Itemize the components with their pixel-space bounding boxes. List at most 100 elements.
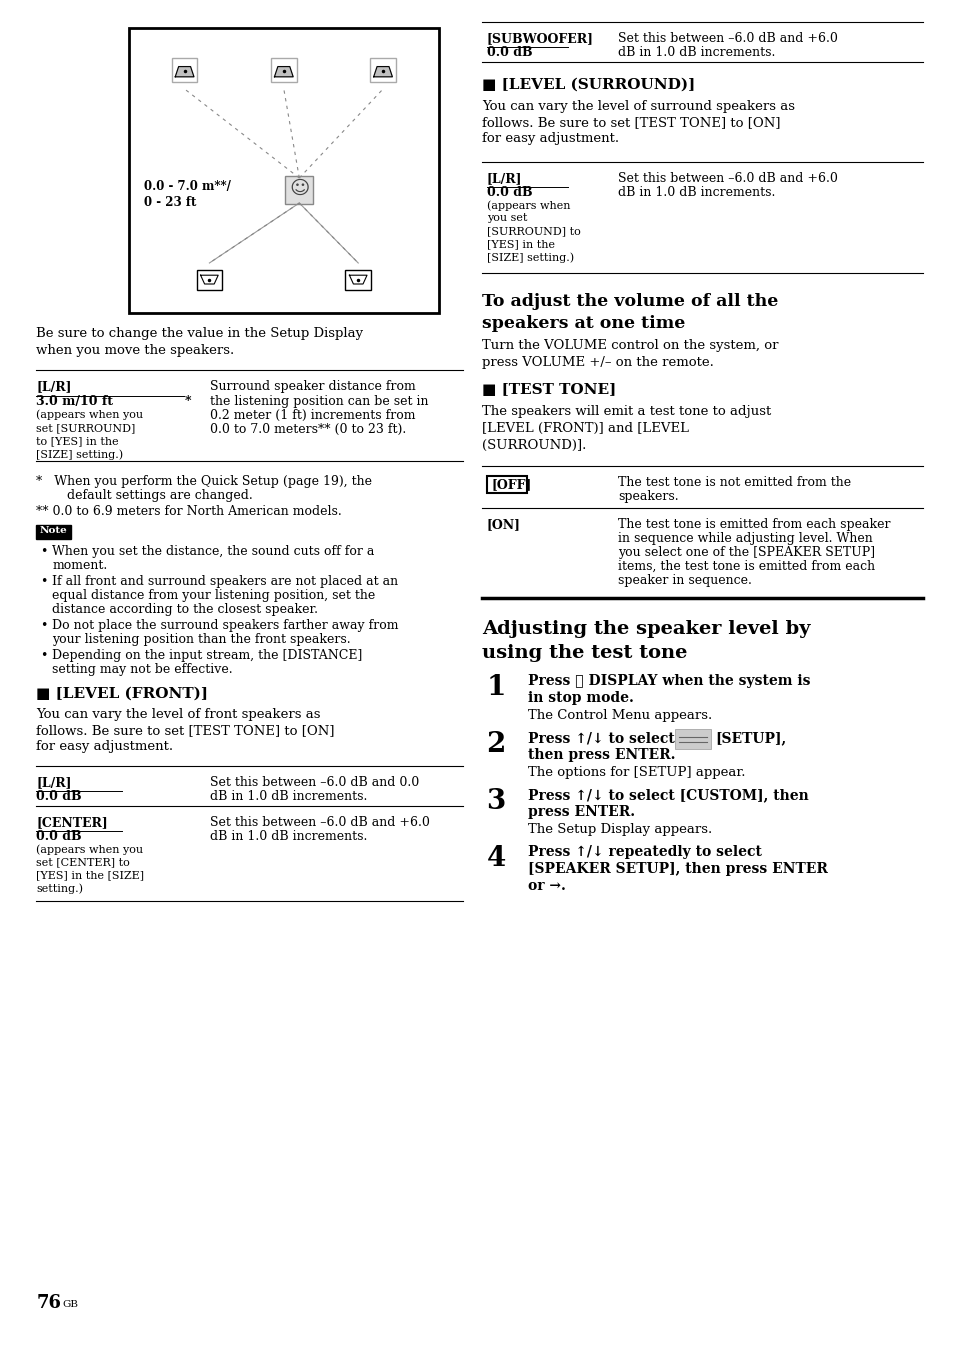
Text: [SIZE] setting.): [SIZE] setting.) [36, 449, 123, 460]
Text: [L/R]: [L/R] [486, 172, 521, 185]
Text: 0.0 dB: 0.0 dB [36, 830, 82, 844]
Text: Press ↑/↓ to select: Press ↑/↓ to select [527, 731, 674, 745]
Text: Press ↑/↓ to select [CUSTOM], then: Press ↑/↓ to select [CUSTOM], then [527, 788, 807, 802]
Text: dB in 1.0 dB increments.: dB in 1.0 dB increments. [618, 46, 775, 59]
Text: [L/R]: [L/R] [36, 776, 71, 790]
Bar [486, 476, 526, 493]
Text: The test tone is emitted from each speaker: The test tone is emitted from each speak… [618, 518, 890, 531]
Text: 0 - 23 ft: 0 - 23 ft [144, 196, 196, 210]
Text: (SURROUND)].: (SURROUND)]. [481, 439, 585, 452]
Text: using the test tone: using the test tone [481, 644, 686, 662]
Text: 0.0 dB: 0.0 dB [36, 790, 82, 803]
Text: moment.: moment. [52, 558, 108, 572]
Text: ■ [LEVEL (FRONT)]: ■ [LEVEL (FRONT)] [36, 687, 208, 700]
Text: dB in 1.0 dB increments.: dB in 1.0 dB increments. [210, 790, 367, 803]
Text: Set this between –6.0 dB and +6.0: Set this between –6.0 dB and +6.0 [210, 817, 429, 829]
Text: *: * [185, 395, 192, 408]
Text: Adjusting the speaker level by: Adjusting the speaker level by [481, 621, 809, 638]
Text: distance according to the closest speaker.: distance according to the closest speake… [52, 603, 318, 617]
Text: You can vary the level of surround speakers as: You can vary the level of surround speak… [481, 100, 794, 114]
Bar [36, 525, 71, 539]
Text: [OFF]: [OFF] [491, 479, 532, 491]
Text: (appears when you: (appears when you [36, 410, 143, 419]
Text: Set this between –6.0 dB and 0.0: Set this between –6.0 dB and 0.0 [210, 776, 418, 790]
Text: your listening position than the front speakers.: your listening position than the front s… [52, 633, 351, 646]
Text: The speakers will emit a test tone to adjust: The speakers will emit a test tone to ad… [481, 406, 770, 418]
Text: dB in 1.0 dB increments.: dB in 1.0 dB increments. [618, 187, 775, 199]
Text: GB: GB [62, 1301, 78, 1309]
Text: [SURROUND] to: [SURROUND] to [486, 226, 579, 237]
Polygon shape [374, 66, 392, 77]
Text: press VOLUME +/– on the remote.: press VOLUME +/– on the remote. [481, 356, 713, 369]
Text: •: • [40, 619, 48, 631]
Text: follows. Be sure to set [TEST TONE] to [ON]: follows. Be sure to set [TEST TONE] to [… [481, 116, 780, 128]
Text: Be sure to change the value in the Setup Display: Be sure to change the value in the Setup… [36, 327, 363, 339]
Bar [370, 58, 395, 82]
Text: [LEVEL (FRONT)] and [LEVEL: [LEVEL (FRONT)] and [LEVEL [481, 422, 688, 435]
Text: *   When you perform the Quick Setup (page 19), the: * When you perform the Quick Setup (page… [36, 475, 372, 488]
Bar [196, 269, 222, 291]
Text: you set: you set [486, 214, 526, 223]
Polygon shape [274, 66, 293, 77]
Text: 0.0 dB: 0.0 dB [486, 187, 532, 199]
Text: setting.): setting.) [36, 883, 83, 894]
Text: set [SURROUND]: set [SURROUND] [36, 423, 135, 433]
Text: [L/R]: [L/R] [36, 380, 71, 393]
Text: •: • [40, 545, 48, 558]
Bar [675, 729, 711, 749]
Text: ** 0.0 to 6.9 meters for North American models.: ** 0.0 to 6.9 meters for North American … [36, 506, 341, 518]
Text: or →.: or →. [527, 879, 565, 894]
Text: then press ENTER.: then press ENTER. [527, 748, 675, 763]
Text: Do not place the surround speakers farther away from: Do not place the surround speakers farth… [52, 619, 398, 631]
Text: The test tone is not emitted from the: The test tone is not emitted from the [618, 476, 850, 489]
Text: The Setup Display appears.: The Setup Display appears. [527, 823, 711, 836]
Text: [YES] in the: [YES] in the [486, 239, 554, 249]
Polygon shape [349, 276, 367, 284]
Text: 2: 2 [486, 731, 505, 758]
Text: [ON]: [ON] [486, 518, 520, 531]
Text: You can vary the level of front speakers as: You can vary the level of front speakers… [36, 708, 320, 721]
Text: (appears when: (appears when [486, 200, 570, 211]
Text: Depending on the input stream, the [DISTANCE]: Depending on the input stream, the [DIST… [52, 649, 362, 662]
Text: [YES] in the [SIZE]: [YES] in the [SIZE] [36, 869, 144, 880]
Text: for easy adjustment.: for easy adjustment. [36, 740, 173, 753]
Text: •: • [40, 649, 48, 662]
Text: [SUBWOOFER]: [SUBWOOFER] [486, 32, 593, 45]
Polygon shape [175, 66, 193, 77]
Text: 3.0 m/10 ft: 3.0 m/10 ft [36, 395, 113, 408]
Text: in stop mode.: in stop mode. [527, 691, 633, 704]
Text: To adjust the volume of all the: To adjust the volume of all the [481, 293, 778, 310]
Bar [129, 28, 438, 314]
Text: when you move the speakers.: when you move the speakers. [36, 343, 234, 357]
Text: to [YES] in the: to [YES] in the [36, 435, 119, 446]
Text: equal distance from your listening position, set the: equal distance from your listening posit… [52, 589, 375, 602]
Text: 0.0 to 7.0 meters** (0 to 23 ft).: 0.0 to 7.0 meters** (0 to 23 ft). [210, 423, 406, 435]
Bar [271, 58, 296, 82]
Text: default settings are changed.: default settings are changed. [67, 489, 253, 502]
Text: 4: 4 [486, 845, 505, 872]
Text: 76: 76 [36, 1294, 61, 1311]
Text: items, the test tone is emitted from each: items, the test tone is emitted from eac… [618, 560, 875, 573]
Text: Turn the VOLUME control on the system, or: Turn the VOLUME control on the system, o… [481, 339, 778, 352]
Text: you select one of the [SPEAKER SETUP]: you select one of the [SPEAKER SETUP] [618, 546, 875, 558]
Text: the listening position can be set in: the listening position can be set in [210, 395, 428, 408]
Text: ☺: ☺ [289, 178, 309, 197]
Text: [SETUP],: [SETUP], [715, 731, 786, 745]
Text: (appears when you: (appears when you [36, 844, 143, 854]
Text: •: • [40, 575, 48, 588]
Text: Note: Note [39, 526, 67, 535]
Text: If all front and surround speakers are not placed at an: If all front and surround speakers are n… [52, 575, 398, 588]
Text: Surround speaker distance from: Surround speaker distance from [210, 380, 416, 393]
Text: 0.2 meter (1 ft) increments from: 0.2 meter (1 ft) increments from [210, 410, 415, 422]
Text: for easy adjustment.: for easy adjustment. [481, 132, 618, 145]
Text: Press ⎙ DISPLAY when the system is: Press ⎙ DISPLAY when the system is [527, 675, 809, 688]
Text: 3: 3 [486, 788, 505, 815]
Text: follows. Be sure to set [TEST TONE] to [ON]: follows. Be sure to set [TEST TONE] to [… [36, 725, 335, 737]
Text: speakers at one time: speakers at one time [481, 315, 684, 333]
Polygon shape [200, 276, 218, 284]
Bar [172, 58, 197, 82]
Text: dB in 1.0 dB increments.: dB in 1.0 dB increments. [210, 830, 367, 844]
Text: Set this between –6.0 dB and +6.0: Set this between –6.0 dB and +6.0 [618, 172, 837, 185]
Bar [345, 269, 371, 291]
Text: Press ↑/↓ repeatedly to select: Press ↑/↓ repeatedly to select [527, 845, 760, 859]
